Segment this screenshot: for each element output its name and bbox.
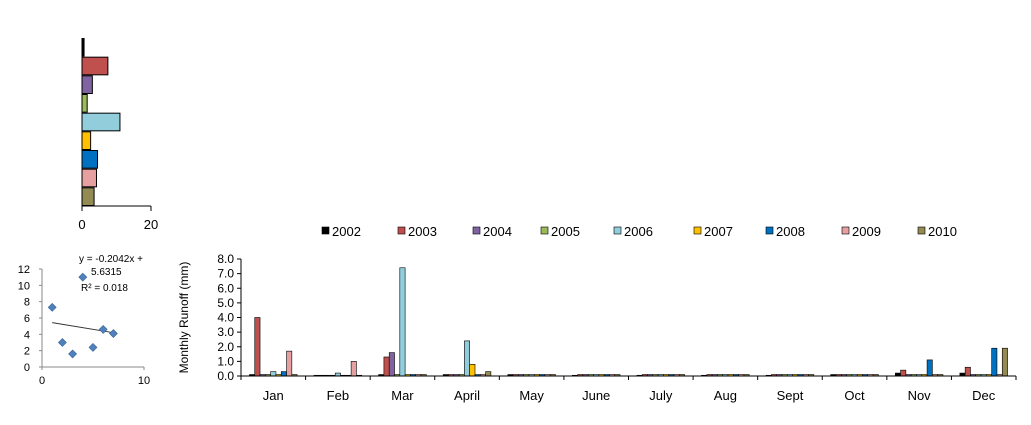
legend-label-2006: 2006 xyxy=(624,224,653,239)
bar-Jan-2003 xyxy=(254,317,261,377)
legend-label-2005: 2005 xyxy=(551,224,580,239)
legend-label-2003: 2003 xyxy=(408,224,437,239)
bar-Dec-2010 xyxy=(1001,347,1008,377)
scatter-y-tick-label: 10 xyxy=(18,280,30,292)
legend-swatch-2002 xyxy=(321,226,330,235)
bar-Jan-2009 xyxy=(286,350,293,377)
hbar-2010 xyxy=(81,187,95,206)
bar-Mar-2006 xyxy=(399,267,406,377)
month-label-May: May xyxy=(519,388,544,403)
month-label-Nov: Nov xyxy=(908,388,932,403)
legend-swatch-2003 xyxy=(397,226,406,235)
legend-swatch-2004 xyxy=(472,226,481,235)
bar-Mar-2003 xyxy=(383,356,390,377)
legend-label-2009: 2009 xyxy=(852,224,881,239)
bar-April-2007 xyxy=(469,363,476,377)
scatter-y-tick-label: 12 xyxy=(18,264,30,276)
monthly-runoff-chart: 2002 2003 2004 2005 2006 2007 2008 2009 2010 0.01… xyxy=(177,224,1017,403)
scatter-point xyxy=(68,349,78,359)
hbar-x-tick-label: 20 xyxy=(144,217,158,232)
month-label-July: July xyxy=(649,388,673,403)
scatter-y-tick-label: 8 xyxy=(24,297,30,309)
bar-Jan-2008 xyxy=(280,371,287,377)
scatter-y-tick-label: 2 xyxy=(24,346,30,358)
main-y-tick-label: 7.0 xyxy=(217,267,234,281)
bar-Dec-2008 xyxy=(991,347,998,377)
month-label-April: April xyxy=(454,388,480,403)
legend-swatch-2007 xyxy=(693,226,702,235)
hbar-x-tick-label: 0 xyxy=(78,217,85,232)
hbar-2003 xyxy=(81,56,109,76)
legend-swatch-2008 xyxy=(765,226,774,235)
legend-swatch-2005 xyxy=(540,226,549,235)
trendline-equation: y = -0.2042x + xyxy=(79,254,143,265)
bar-Nov-2003 xyxy=(900,369,907,377)
scatter-y-tick-label: 6 xyxy=(24,313,30,325)
main-y-tick-label: 0.0 xyxy=(217,369,234,383)
main-y-tick-label: 5.0 xyxy=(217,296,234,310)
month-label-Oct: Oct xyxy=(844,388,865,403)
legend-label-2008: 2008 xyxy=(776,224,805,239)
main-y-tick-label: 1.0 xyxy=(217,354,234,368)
scatter-point xyxy=(78,272,88,282)
month-label-Sept: Sept xyxy=(777,388,804,403)
legend-swatch-2009 xyxy=(841,226,850,235)
hbar-2008 xyxy=(81,150,99,169)
bar-April-2006 xyxy=(464,340,470,377)
hbar-2004 xyxy=(81,75,93,95)
scatter-point xyxy=(57,338,67,347)
month-label-Aug: Aug xyxy=(714,388,737,403)
scatter-y-tick-label: 4 xyxy=(24,329,30,341)
main-y-tick-label: 4.0 xyxy=(217,311,234,325)
month-label-Feb: Feb xyxy=(327,388,349,403)
scatter-point xyxy=(88,342,98,352)
main-y-tick-label: 3.0 xyxy=(217,325,234,339)
scatter-x-tick-label: 0 xyxy=(39,375,45,387)
main-y-tick-label: 2.0 xyxy=(217,340,234,354)
hbar-2009 xyxy=(81,168,97,188)
bar-Nov-2008 xyxy=(926,359,933,377)
annual-bar-chart: 0 20 xyxy=(78,38,158,232)
month-label-Jan: Jan xyxy=(263,388,284,403)
bar-Jan-2006 xyxy=(270,371,277,377)
main-y-axis-title: Monthly Runoff (mm) xyxy=(177,262,191,374)
legend-label-2007: 2007 xyxy=(704,224,733,239)
hbar-2006 xyxy=(81,112,121,132)
trendline-equation: R² = 0.018 xyxy=(81,283,128,294)
hbar-2007 xyxy=(81,131,92,150)
scatter-x-tick-label: 10 xyxy=(138,375,150,387)
legend-label-2004: 2004 xyxy=(483,224,512,239)
legend-swatch-2010 xyxy=(917,226,926,235)
scatter-chart: 0 2 4 6 8 10 12 0 10 y = -0.2042x + 5.6315 R² = 0.0… xyxy=(18,254,150,387)
month-label-Mar: Mar xyxy=(391,388,414,403)
bar-Dec-2003 xyxy=(964,366,971,377)
legend-swatch-2006 xyxy=(613,226,622,235)
scatter-point xyxy=(47,302,57,312)
month-label-June: June xyxy=(582,388,610,403)
bar-Mar-2004 xyxy=(388,352,395,377)
scatter-y-tick-label: 0 xyxy=(24,362,30,374)
legend-label-2002: 2002 xyxy=(332,224,361,239)
main-y-tick-label: 6.0 xyxy=(217,281,234,295)
main-y-tick-label: 8.0 xyxy=(217,252,234,266)
hbar-2005 xyxy=(81,94,88,113)
legend-label-2010: 2010 xyxy=(928,224,957,239)
trendline-equation: 5.6315 xyxy=(91,267,122,278)
month-label-Dec: Dec xyxy=(972,388,996,403)
scatter-point xyxy=(98,325,108,334)
scatter-point xyxy=(108,329,118,338)
bar-April-2010 xyxy=(485,371,492,377)
bar-Feb-2009 xyxy=(350,361,357,377)
